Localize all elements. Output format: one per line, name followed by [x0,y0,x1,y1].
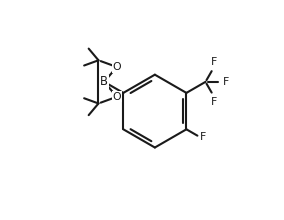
Text: F: F [223,77,229,87]
Text: F: F [211,57,217,67]
Text: F: F [211,97,217,107]
Text: O: O [112,92,121,102]
Text: O: O [112,62,121,72]
Text: B: B [100,75,108,88]
Text: F: F [200,132,206,142]
